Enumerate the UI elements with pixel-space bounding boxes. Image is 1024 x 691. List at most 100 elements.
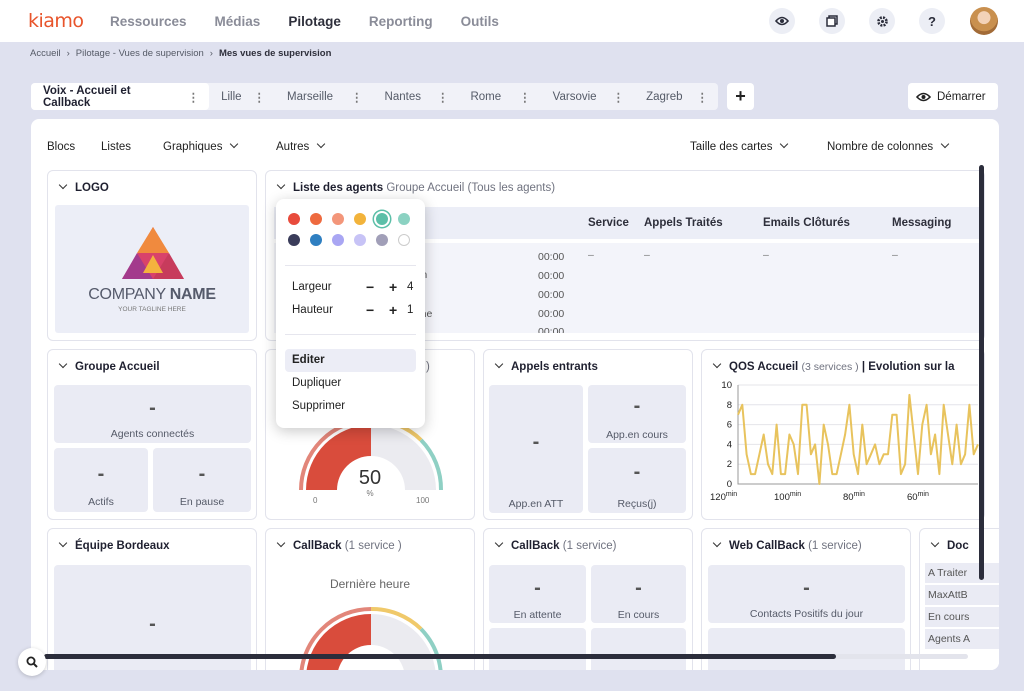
menu-autres[interactable]: Autres [276,139,333,153]
color-swatch[interactable] [398,234,410,246]
nav-pilotage[interactable]: Pilotage [288,13,341,29]
avatar[interactable] [970,7,998,35]
menu-blocs[interactable]: Blocs [47,141,76,153]
tile-en-pause[interactable]: - En pause [153,448,251,512]
color-swatch[interactable] [310,234,322,246]
card-title[interactable]: LOGO [58,180,109,194]
color-swatch[interactable] [332,213,344,225]
chevron-down-icon [58,359,68,369]
tab-menu-icon[interactable]: ⋮ [187,91,200,104]
color-swatch[interactable] [310,213,322,225]
tile-app-en-cours[interactable]: - App.en cours [588,385,686,443]
tab-voix-accueil[interactable]: Voix - Accueil et Callback ⋮ [31,83,210,110]
tile-en-attente[interactable]: - En attente [489,565,586,623]
chevron-down-icon [58,538,68,548]
gear-icon[interactable] [869,8,895,34]
color-swatch[interactable] [376,213,388,225]
help-icon[interactable]: ? [919,8,945,34]
table-cell: 00:00 [538,270,565,282]
tile[interactable] [708,628,905,670]
nav-medias[interactable]: Médias [214,13,261,29]
tab-varsovie[interactable]: Varsovie ⋮ [541,83,634,110]
card-title[interactable]: CallBack (1 service ) [276,538,402,552]
nav-ressources[interactable]: Ressources [110,13,187,29]
card-title[interactable]: Liste des agents Groupe Accueil (Tous le… [276,180,555,194]
horizontal-scrollbar[interactable] [44,654,968,659]
hauteur-minus-button[interactable]: − [366,302,375,318]
color-swatch[interactable] [288,213,300,225]
tab-rome[interactable]: Rome ⋮ [458,83,540,110]
tab-nantes[interactable]: Nantes ⋮ [373,83,459,110]
add-tab-button[interactable]: + [727,83,754,110]
color-swatch[interactable] [376,234,388,246]
card-title[interactable]: Doc [930,538,969,552]
tile-en-cours[interactable]: - En cours [591,565,686,623]
list-item[interactable]: En cours [925,607,999,627]
tab-menu-icon[interactable]: ⋮ [612,91,625,104]
tile[interactable] [489,628,586,670]
tab-menu-icon[interactable]: ⋮ [696,91,709,104]
table-cell: 00:00 [538,289,565,301]
menu-nombre-colonnes[interactable]: Nombre de colonnes [827,139,957,153]
table-cell: – [588,249,594,261]
tile-actifs[interactable]: - Actifs [54,448,148,512]
search-button[interactable] [18,648,46,676]
menu-graphiques[interactable]: Graphiques [163,139,246,153]
tab-lille[interactable]: Lille ⋮ [209,83,275,110]
list-item[interactable]: MaxAttB [925,585,999,605]
hauteur-plus-button[interactable]: + [389,302,398,318]
breadcrumb-home[interactable]: Accueil [30,48,61,59]
chevron-down-icon [276,538,286,548]
tile-contacts-positifs[interactable]: - Contacts Positifs du jour [708,565,905,623]
menu-supprimer[interactable]: Supprimer [292,400,346,412]
color-swatch[interactable] [398,213,410,225]
col-messaging[interactable]: Messaging [892,217,952,229]
menu-dupliquer[interactable]: Dupliquer [292,377,342,389]
tab-zagreb[interactable]: Zagreb ⋮ [634,83,718,110]
col-service[interactable]: Service [588,217,629,229]
tab-marseille[interactable]: Marseille ⋮ [275,83,373,110]
tile-bordeaux[interactable]: - [54,565,251,670]
menu-listes[interactable]: Listes [101,141,132,153]
list-item[interactable]: Agents A [925,629,999,649]
nav-reporting[interactable]: Reporting [368,13,433,29]
list-item[interactable]: A Traiter [925,563,999,583]
card-title[interactable]: Groupe Accueil [58,359,160,373]
card-title[interactable]: Équipe Bordeaux [58,538,170,552]
tab-label: Nantes [384,90,421,103]
largeur-plus-button[interactable]: + [389,279,398,295]
vertical-scrollbar[interactable] [979,165,984,580]
tile[interactable] [591,628,686,670]
nav-outils[interactable]: Outils [460,13,499,29]
col-appels-traites[interactable]: Appels Traités [644,217,723,229]
color-swatch[interactable] [332,234,344,246]
menu-label: Autres [276,141,310,153]
tab-menu-icon[interactable]: ⋮ [351,91,363,104]
color-swatch[interactable] [354,234,366,246]
windows-icon[interactable] [819,8,845,34]
tab-menu-icon[interactable]: ⋮ [253,91,266,104]
y-tick-label: 4 [727,439,732,450]
card-title[interactable]: QOS Accueil (3 services ) | Evolution su… [712,359,955,373]
tab-menu-icon[interactable]: ⋮ [436,91,449,104]
breadcrumb-parent[interactable]: Pilotage - Vues de supervision [75,48,204,59]
y-tick-label: 0 [727,479,732,490]
tab-menu-icon[interactable]: ⋮ [519,91,531,104]
tile-agents-connectes[interactable]: - Agents connectés [54,385,251,443]
brand-logo[interactable]: kiamo [28,10,84,32]
tile-app-en-att[interactable]: - App.en ATT [489,385,583,513]
color-swatch[interactable] [288,234,300,246]
scrollbar-thumb[interactable] [44,654,836,659]
largeur-minus-button[interactable]: − [366,279,375,295]
menu-taille-cartes[interactable]: Taille des cartes [690,139,796,153]
color-swatch[interactable] [354,213,366,225]
menu-editer[interactable]: Editer [285,349,416,372]
eye-icon[interactable] [769,8,795,34]
card-title[interactable]: Web CallBack (1 service) [712,538,862,552]
start-button[interactable]: Démarrer [908,83,998,110]
card-title[interactable]: CallBack (1 service) [494,538,616,552]
col-emails-clotures[interactable]: Emails Clôturés [763,217,850,229]
tile-recus[interactable]: - Reçus(j) [588,448,686,513]
card-title[interactable]: Appels entrants [494,359,598,373]
